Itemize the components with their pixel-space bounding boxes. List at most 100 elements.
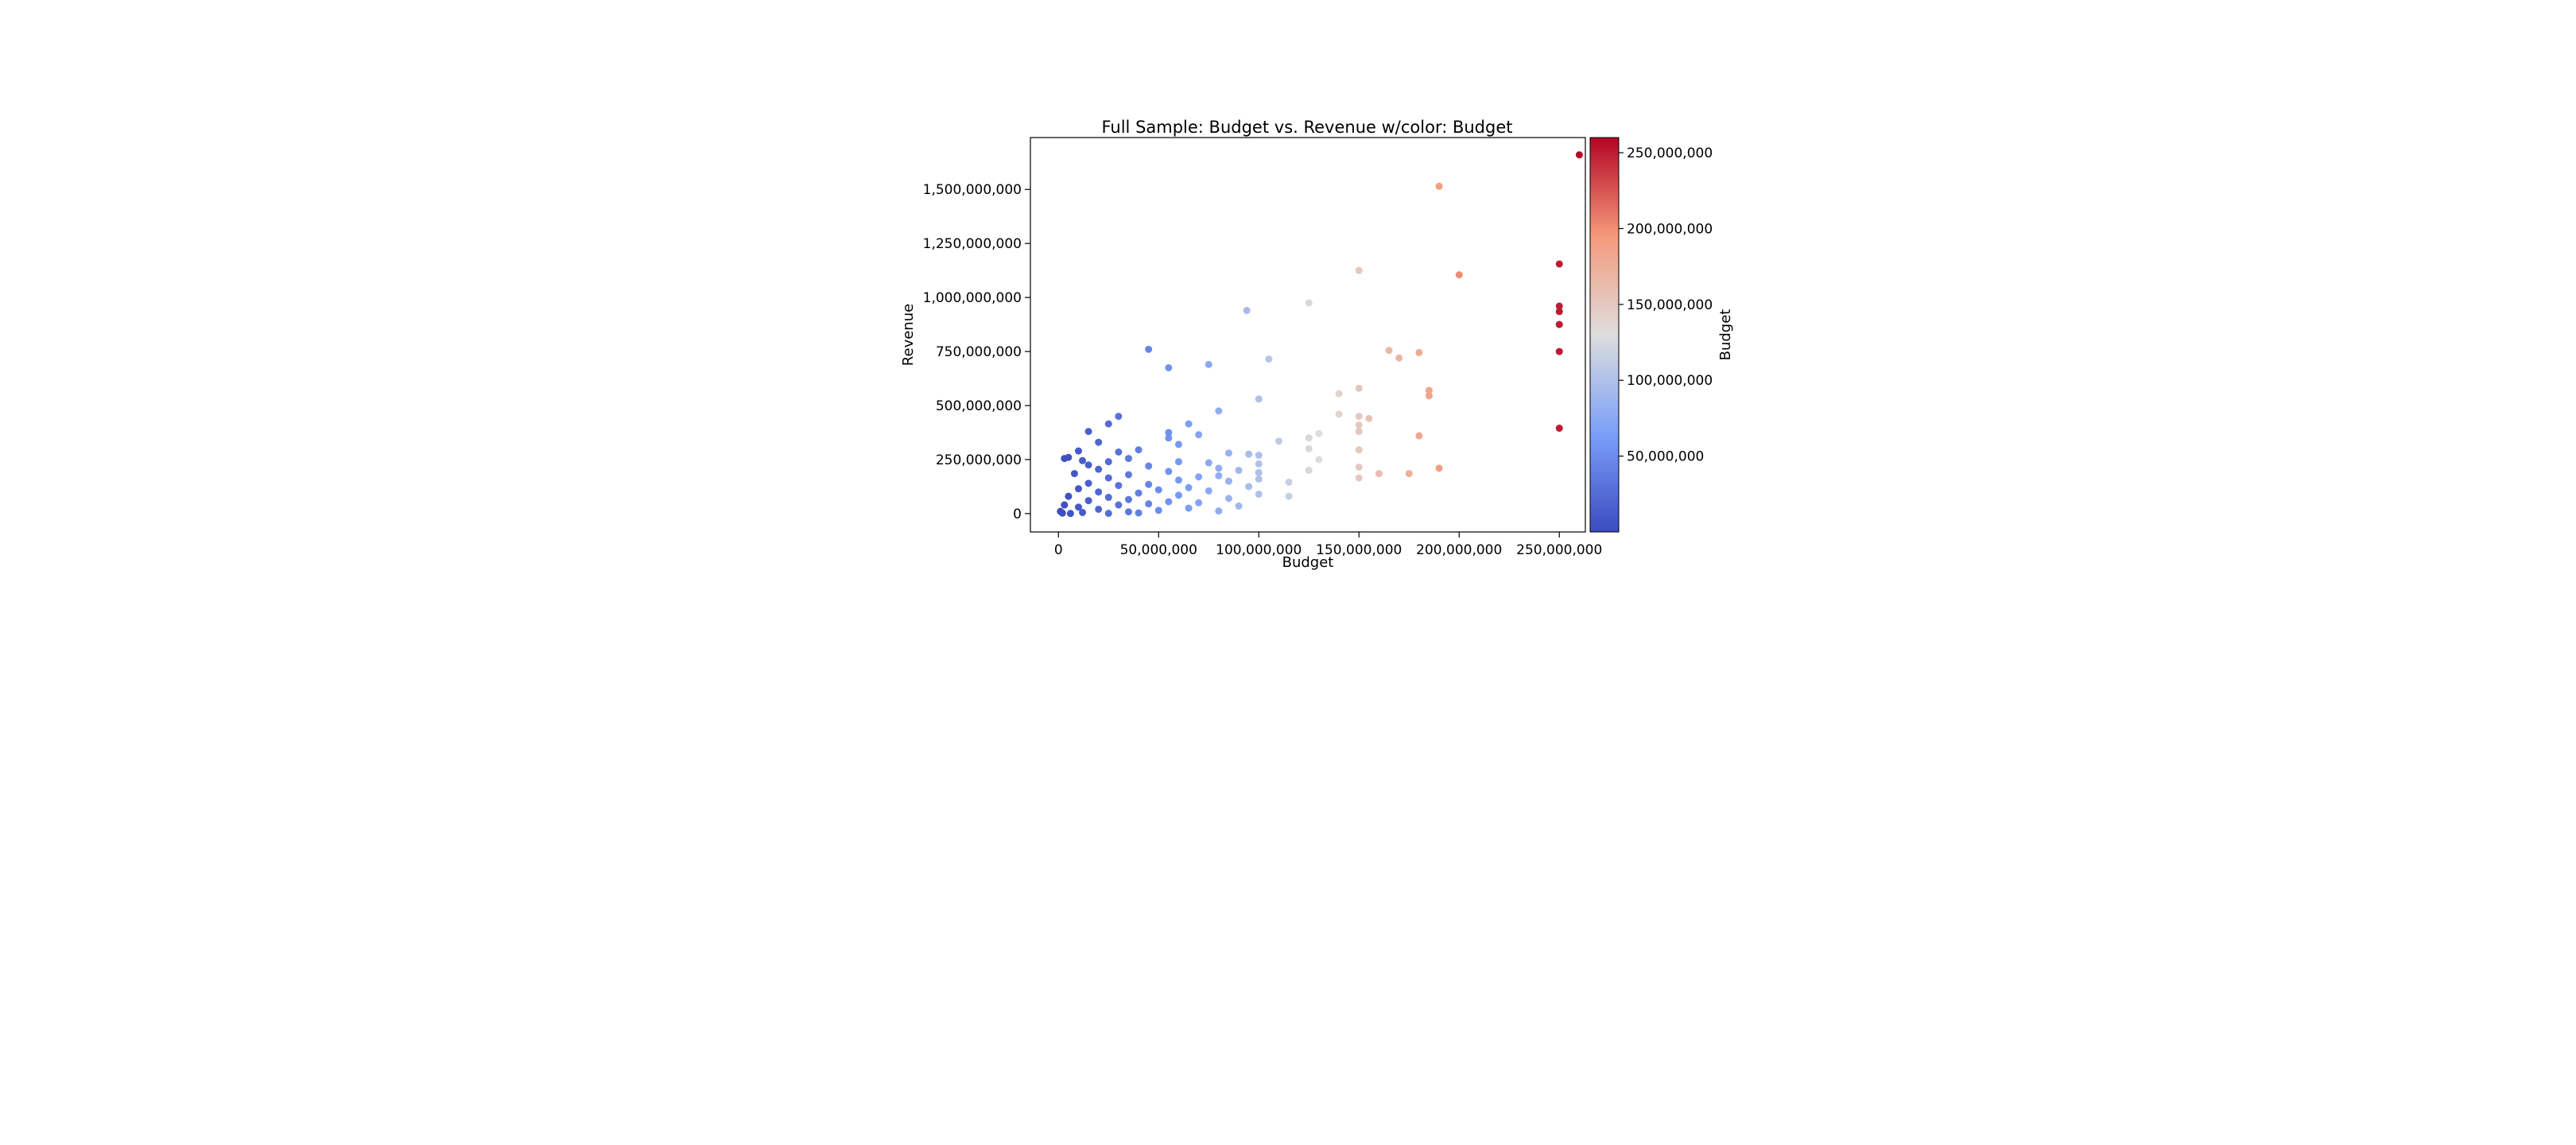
scatter-point: [1065, 492, 1073, 500]
y-axis-ticks: 0 250,000,000 500,000,000 750,000,000 1,000,…: [923, 182, 1030, 522]
scatter-point: [1355, 446, 1363, 454]
y-tick-label: 750,000,000: [936, 344, 1022, 360]
scatter-point: [1335, 390, 1343, 398]
scatter-point: [1415, 348, 1423, 356]
y-tick-label: 500,000,000: [936, 398, 1022, 414]
y-tick-label: 1,000,000,000: [923, 290, 1022, 306]
scatter-point: [1074, 503, 1082, 511]
colorbar: [1589, 137, 1620, 533]
x-tick-label: 0: [1054, 542, 1063, 558]
scatter-point: [1215, 472, 1223, 479]
x-axis-ticks: 0 50,000,000 100,000,000 150,000,000 200,000…: [1054, 532, 1602, 558]
scatter-point: [1335, 410, 1343, 418]
scatter-point: [1315, 429, 1323, 437]
scatter-point: [1555, 302, 1563, 310]
scatter-point: [1555, 260, 1563, 268]
scatter-point: [1355, 266, 1363, 274]
scatter-point: [1145, 500, 1153, 508]
scatter-point: [1115, 448, 1123, 456]
x-tick-label: 50,000,000: [1120, 542, 1197, 558]
scatter-point: [1555, 308, 1563, 316]
scatter-point: [1355, 384, 1363, 392]
y-tick-label: 1,500,000,000: [923, 182, 1022, 198]
scatter-point: [1079, 456, 1087, 464]
scatter-point: [1174, 441, 1182, 448]
scatter-point: [1145, 480, 1153, 488]
scatter-point: [1305, 434, 1313, 442]
scatter-point: [1243, 306, 1251, 314]
x-tick-label: 150,000,000: [1316, 542, 1402, 558]
scatter-point: [1205, 459, 1212, 467]
scatter-point: [1104, 510, 1112, 518]
scatter-point: [1174, 476, 1182, 484]
scatter-point: [1104, 458, 1112, 466]
scatter-point: [1274, 437, 1282, 445]
colorbar-tick-label: 150,000,000: [1627, 297, 1713, 313]
scatter-point: [1224, 477, 1232, 485]
scatter-point: [1115, 482, 1123, 490]
scatter-point: [1315, 456, 1323, 464]
scatter-point: [1124, 455, 1132, 463]
scatter-point: [1095, 488, 1103, 496]
scatter-point: [1084, 428, 1092, 436]
scatter-point: [1174, 458, 1182, 466]
scatter-point: [1405, 470, 1413, 478]
scatter-point: [1195, 473, 1203, 481]
scatter-point: [1255, 490, 1263, 498]
scatter-point: [1135, 446, 1143, 454]
scatter-point: [1365, 414, 1373, 422]
scatter-point: [1425, 386, 1433, 394]
scatter-point: [1115, 501, 1123, 509]
scatter-point: [1070, 470, 1078, 478]
scatter-point: [1355, 421, 1363, 429]
scatter-point: [1305, 467, 1313, 475]
scatter-point: [1255, 475, 1263, 483]
scatter-point: [1355, 428, 1363, 436]
scatter-point: [1285, 478, 1293, 486]
scatter-point: [1095, 465, 1103, 473]
scatter-point: [1165, 468, 1173, 475]
scatter-point: [1245, 483, 1253, 491]
chart-title: Full Sample: Budget vs. Revenue w/color:…: [1101, 118, 1512, 137]
colorbar-tick-label: 50,000,000: [1627, 449, 1704, 465]
scatter-point: [1135, 489, 1143, 497]
scatter-point: [1074, 485, 1082, 493]
y-axis-label: Revenue: [900, 304, 917, 366]
scatter-point: [1079, 509, 1087, 517]
scatter-point: [1575, 151, 1583, 159]
scatter-point: [1084, 461, 1092, 469]
scatter-point: [1124, 495, 1132, 503]
x-tick-label: 100,000,000: [1216, 542, 1302, 558]
scatter-point: [1205, 487, 1212, 495]
scatter-points: [1057, 151, 1583, 518]
scatter-point: [1084, 479, 1092, 487]
colorbar-tick-label: 200,000,000: [1627, 221, 1713, 237]
scatter-point: [1555, 320, 1563, 328]
scatter-point: [1385, 347, 1393, 355]
scatter-point: [1154, 486, 1162, 494]
scatter-point: [1415, 432, 1423, 440]
scatter-point: [1305, 444, 1313, 452]
scatter-point: [1265, 355, 1273, 363]
scatter-point: [1084, 497, 1092, 505]
x-axis-label: Budget: [1282, 554, 1334, 571]
scatter-point: [1215, 464, 1223, 472]
scatter-point: [1255, 395, 1263, 403]
scatter-point: [1165, 498, 1173, 506]
colorbar-tick-label: 250,000,000: [1627, 146, 1713, 161]
scatter-point: [1066, 510, 1074, 518]
scatter-point: [1435, 182, 1443, 190]
y-tick-label: 1,250,000,000: [923, 236, 1022, 252]
plot-frame: [1030, 137, 1586, 533]
scatter-point: [1425, 392, 1433, 400]
scatter-point: [1058, 509, 1066, 517]
scatter-point: [1061, 501, 1069, 509]
scatter-point: [1104, 420, 1112, 428]
scatter-point: [1165, 434, 1173, 442]
x-tick-label: 200,000,000: [1416, 542, 1502, 558]
scatter-point: [1245, 450, 1253, 458]
scatter-point: [1124, 508, 1132, 516]
scatter-point: [1195, 499, 1203, 507]
scatter-point: [1074, 447, 1082, 455]
